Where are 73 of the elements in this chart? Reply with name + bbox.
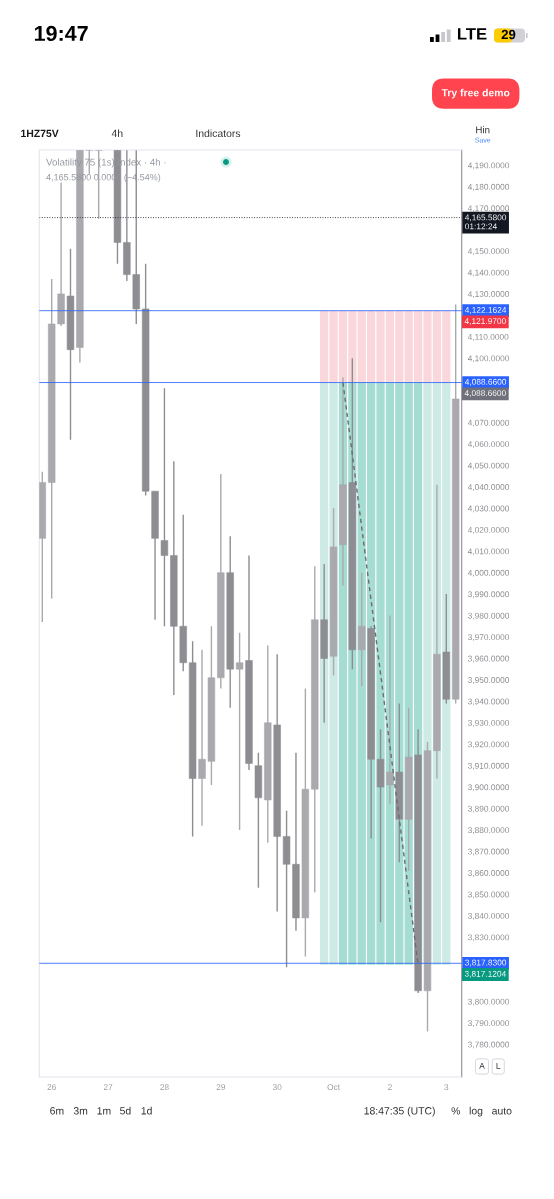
y-tick-label: 4,070.0000: [467, 419, 510, 427]
candlestick: [358, 571, 366, 687]
text: 6m: [50, 1107, 64, 1115]
y-tick-label: 3,960.0000: [467, 655, 510, 663]
text: log: [469, 1106, 483, 1117]
text: 3m: [73, 1107, 88, 1115]
y-tick-label: 4,040.0000: [467, 484, 510, 491]
x-tick-label: 30: [272, 1084, 282, 1091]
text: 4,088.6600: [464, 390, 506, 398]
y-tick-label: 4,020.0000: [467, 526, 510, 534]
text: Indicators: [196, 129, 241, 138]
candlestick: [160, 387, 169, 627]
y-tick-label: 3,930.0000: [467, 719, 510, 727]
y-tick-label: 3,980.0000: [467, 612, 510, 620]
y-tick-label: 3,880.0000: [467, 827, 510, 835]
ref-line-label: 4,088.6600: [464, 378, 507, 386]
text: LTE: [457, 28, 487, 40]
text: Try free demo: [441, 88, 510, 99]
y-tick-label: 4,010.0000: [467, 548, 510, 556]
y-tick-label: 3,910.0000: [467, 762, 510, 770]
y-tick-label: 4,190.0000: [467, 162, 510, 170]
ref-line-label: 4,122.1624: [464, 307, 507, 314]
text: 18:47:35 (UTC): [364, 1106, 435, 1117]
ref-line-label: 4,165.5800 01:12:24: [464, 214, 507, 230]
text: 3,817.1204: [464, 970, 506, 978]
y-tick-label: 3,800.0000: [467, 998, 510, 1006]
x-tick-label: 29: [216, 1084, 226, 1091]
y-tick-label: 4,030.0000: [467, 505, 510, 513]
y-tick-label: 3,900.0000: [467, 784, 510, 792]
text: 5d: [120, 1106, 131, 1115]
x-tick-label: 3: [444, 1084, 449, 1091]
candlestick: [386, 614, 394, 805]
text: 4,121.9700: [464, 318, 506, 326]
y-tick-label: 4,130.0000: [467, 291, 510, 298]
text: 4h: [111, 129, 123, 137]
y-tick-label: 4,060.0000: [467, 441, 510, 449]
y-tick-label: 4,150.0000: [467, 248, 510, 256]
text: 1m: [97, 1107, 111, 1115]
y-tick-label: 4,000.0000: [467, 569, 510, 577]
y-tick-label: 3,920.0000: [467, 741, 510, 749]
y-tick-label: 3,850.0000: [467, 891, 510, 899]
y-tick-label: 3,790.0000: [467, 1020, 510, 1028]
text: auto: [492, 1107, 512, 1115]
x-tick-label: 2: [388, 1084, 392, 1090]
y-tick-label: 4,100.0000: [467, 355, 510, 363]
y-tick-label: 4,140.0000: [467, 269, 510, 277]
y-tick-label: 3,990.0000: [467, 591, 510, 599]
text: Hin: [476, 126, 490, 134]
candlestick: [235, 631, 244, 831]
y-tick-label: 3,870.0000: [467, 848, 510, 856]
text: %: [451, 1107, 461, 1115]
y-tick-label: 3,860.0000: [467, 870, 510, 877]
y-tick-label: 4,050.0000: [467, 462, 510, 470]
y-tick-label: 4,110.0000: [467, 333, 509, 341]
ref-line-label: 3,817.8300: [465, 959, 507, 967]
y-tick-label: 3,970.0000: [467, 634, 510, 642]
y-tick-label: 4,170.0000: [467, 205, 510, 213]
x-tick-label: 28: [160, 1084, 169, 1091]
x-tick-label: 26: [47, 1084, 56, 1091]
x-tick-label: 27: [103, 1084, 113, 1090]
y-tick-label: 3,940.0000: [467, 698, 510, 706]
text: L: [496, 1062, 501, 1069]
text: 1HZ75V: [21, 129, 59, 138]
y-tick-label: 3,890.0000: [467, 805, 510, 813]
y-tick-label: 3,950.0000: [467, 677, 510, 684]
x-tick-label: Oct: [327, 1084, 340, 1091]
text: 1d: [141, 1106, 152, 1115]
text: 19:47: [34, 25, 88, 42]
y-tick-label: 3,840.0000: [467, 912, 510, 920]
text: A: [479, 1062, 485, 1069]
y-tick-label: 3,830.0000: [467, 934, 510, 942]
y-tick-label: 4,180.0000: [467, 183, 510, 191]
y-tick-label: 3,780.0000: [467, 1041, 510, 1049]
